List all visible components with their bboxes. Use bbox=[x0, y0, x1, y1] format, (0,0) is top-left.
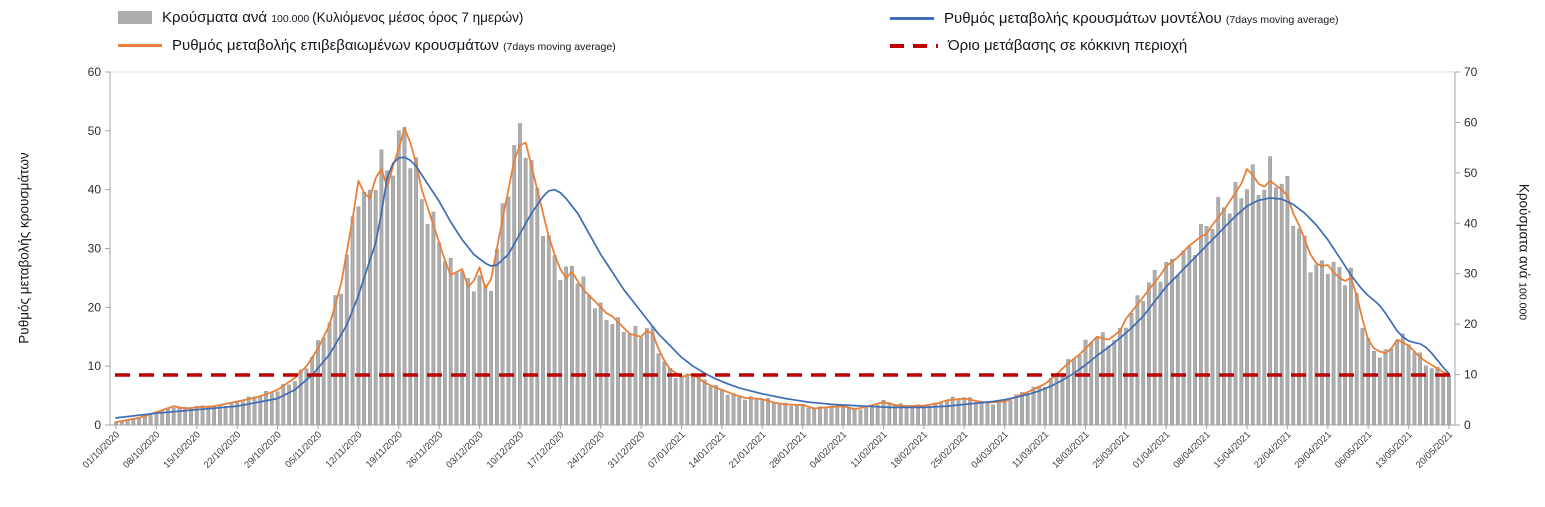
legend-label-model-rate: Ρυθμός μεταβολής κρουσμάτων μοντέλου (7d… bbox=[944, 10, 1339, 27]
svg-text:05/11/2020: 05/11/2020 bbox=[283, 429, 324, 470]
legend-label-confirmed-rate: Ρυθμός μεταβολής επιβεβαιωμένων κρουσμάτ… bbox=[172, 37, 616, 54]
left-axis-title: Ρυθμός μεταβολής κρουσμάτων bbox=[17, 152, 32, 343]
svg-text:11/03/2021: 11/03/2021 bbox=[1010, 429, 1051, 470]
svg-text:50: 50 bbox=[1464, 166, 1478, 180]
legend-text-small: 100.000 bbox=[271, 13, 313, 25]
svg-text:12/11/2020: 12/11/2020 bbox=[324, 429, 365, 470]
svg-text:31/12/2020: 31/12/2020 bbox=[606, 429, 647, 470]
svg-text:60: 60 bbox=[1464, 115, 1478, 129]
svg-text:30: 30 bbox=[88, 242, 102, 256]
svg-text:50: 50 bbox=[88, 124, 102, 138]
svg-text:20/05/2021: 20/05/2021 bbox=[1414, 429, 1455, 470]
legend-text-paren: (Κυλιόμενος μέσος όρος 7 ημερών) bbox=[312, 10, 524, 25]
right-axis-title-text: Κρούσματα ανά bbox=[1516, 183, 1532, 283]
svg-text:20: 20 bbox=[88, 300, 102, 314]
bar-swatch-icon bbox=[118, 11, 152, 24]
svg-text:15/04/2021: 15/04/2021 bbox=[1212, 429, 1253, 470]
svg-text:40: 40 bbox=[1464, 216, 1478, 230]
svg-text:22/04/2021: 22/04/2021 bbox=[1252, 429, 1293, 470]
svg-text:19/11/2020: 19/11/2020 bbox=[364, 429, 405, 470]
svg-text:10: 10 bbox=[88, 359, 102, 373]
svg-text:60: 60 bbox=[88, 65, 102, 79]
svg-text:08/10/2020: 08/10/2020 bbox=[121, 429, 162, 470]
legend-item-cases-bars: Κρούσματα ανά 100.000 (Κυλιόμενος μέσος … bbox=[118, 9, 523, 26]
svg-text:15/10/2020: 15/10/2020 bbox=[162, 429, 203, 470]
svg-text:25/02/2021: 25/02/2021 bbox=[929, 429, 970, 470]
legend-text-small: (7days moving average) bbox=[503, 41, 616, 53]
svg-text:01/04/2021: 01/04/2021 bbox=[1131, 429, 1172, 470]
svg-text:07/01/2021: 07/01/2021 bbox=[646, 429, 687, 470]
legend-item-model-rate: Ρυθμός μεταβολής κρουσμάτων μοντέλου (7d… bbox=[890, 10, 1339, 27]
svg-text:18/03/2021: 18/03/2021 bbox=[1050, 429, 1091, 470]
svg-text:0: 0 bbox=[1464, 418, 1471, 432]
svg-text:03/12/2020: 03/12/2020 bbox=[444, 429, 485, 470]
svg-text:04/02/2021: 04/02/2021 bbox=[808, 429, 849, 470]
svg-text:21/01/2021: 21/01/2021 bbox=[727, 429, 768, 470]
svg-text:13/05/2021: 13/05/2021 bbox=[1373, 429, 1414, 470]
svg-text:28/01/2021: 28/01/2021 bbox=[767, 429, 808, 470]
svg-text:20: 20 bbox=[1464, 317, 1478, 331]
svg-text:30: 30 bbox=[1464, 267, 1478, 281]
legend-label-red-threshold: Όριο μετάβασης σε κόκκινη περιοχή bbox=[948, 37, 1187, 54]
svg-text:25/03/2021: 25/03/2021 bbox=[1091, 429, 1132, 470]
legend-item-red-threshold: Όριο μετάβασης σε κόκκινη περιοχή bbox=[890, 37, 1187, 54]
legend-text-small: (7days moving average) bbox=[1225, 14, 1339, 26]
svg-text:11/02/2021: 11/02/2021 bbox=[849, 429, 890, 470]
svg-text:40: 40 bbox=[88, 183, 102, 197]
legend-text: Ρυθμός μεταβολής κρουσμάτων μοντέλου bbox=[944, 10, 1226, 27]
svg-text:18/02/2021: 18/02/2021 bbox=[889, 429, 930, 470]
svg-text:01/10/2020: 01/10/2020 bbox=[81, 429, 122, 470]
legend-text: Ρυθμός μεταβολής επιβεβαιωμένων κρουσμάτ… bbox=[172, 37, 504, 54]
right-axis-title: Κρούσματα ανά 100.000 bbox=[1517, 184, 1532, 320]
left-axis-title-text: Ρυθμός μεταβολής κρουσμάτων bbox=[16, 152, 32, 344]
svg-text:29/04/2021: 29/04/2021 bbox=[1293, 429, 1334, 470]
svg-text:14/01/2021: 14/01/2021 bbox=[687, 429, 728, 470]
legend-text: Όριο μετάβασης σε κόκκινη περιοχή bbox=[948, 37, 1188, 54]
legend-label-cases-bars: Κρούσματα ανά 100.000 (Κυλιόμενος μέσος … bbox=[162, 9, 523, 26]
svg-text:24/12/2020: 24/12/2020 bbox=[565, 429, 606, 470]
svg-text:22/10/2020: 22/10/2020 bbox=[202, 429, 243, 470]
red-dashed-swatch-icon bbox=[890, 43, 938, 48]
right-axis-title-small: 100.000 bbox=[1516, 282, 1529, 321]
svg-text:29/10/2020: 29/10/2020 bbox=[242, 429, 283, 470]
svg-text:26/11/2020: 26/11/2020 bbox=[404, 429, 445, 470]
svg-text:70: 70 bbox=[1464, 65, 1478, 79]
svg-text:10/12/2020: 10/12/2020 bbox=[485, 429, 526, 470]
svg-text:0: 0 bbox=[94, 418, 101, 432]
orange-line-swatch-icon bbox=[118, 44, 162, 47]
svg-text:06/05/2021: 06/05/2021 bbox=[1333, 429, 1374, 470]
legend-item-confirmed-rate: Ρυθμός μεταβολής επιβεβαιωμένων κρουσμάτ… bbox=[118, 37, 616, 54]
svg-text:17/12/2020: 17/12/2020 bbox=[525, 429, 566, 470]
legend-text: Κρούσματα ανά bbox=[162, 9, 272, 26]
svg-text:10: 10 bbox=[1464, 368, 1478, 382]
svg-text:08/04/2021: 08/04/2021 bbox=[1171, 429, 1212, 470]
blue-line-swatch-icon bbox=[890, 17, 934, 20]
svg-text:04/03/2021: 04/03/2021 bbox=[969, 429, 1010, 470]
